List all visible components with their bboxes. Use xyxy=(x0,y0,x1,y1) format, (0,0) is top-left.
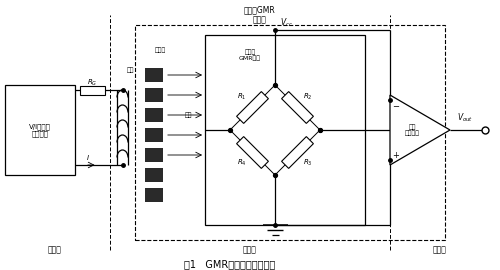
Text: 隔离级: 隔离级 xyxy=(243,245,257,255)
Bar xyxy=(145,88,162,102)
Text: $V_{out}$: $V_{out}$ xyxy=(457,111,473,124)
Text: $I$: $I$ xyxy=(86,153,89,162)
Bar xyxy=(145,148,162,162)
Text: 线圈: 线圈 xyxy=(126,67,134,73)
Text: $R_1$: $R_1$ xyxy=(237,92,246,102)
Bar xyxy=(135,25,445,240)
Bar xyxy=(205,35,365,225)
Text: 输入级: 输入级 xyxy=(48,245,62,255)
Text: $R_4$: $R_4$ xyxy=(237,158,246,168)
Text: $+$: $+$ xyxy=(392,150,400,160)
Text: $R_2$: $R_2$ xyxy=(304,92,313,102)
Polygon shape xyxy=(390,95,450,165)
Bar xyxy=(80,86,105,94)
Text: $R_3$: $R_3$ xyxy=(304,158,313,168)
Polygon shape xyxy=(282,137,314,168)
Text: 磁场: 磁场 xyxy=(185,112,192,118)
Text: $-$: $-$ xyxy=(392,100,400,110)
Text: 输出级: 输出级 xyxy=(433,245,447,255)
Text: 接收
放大电路: 接收 放大电路 xyxy=(405,124,420,136)
Text: $R_G$: $R_G$ xyxy=(88,77,98,87)
Polygon shape xyxy=(236,137,268,168)
Bar xyxy=(145,108,162,122)
Polygon shape xyxy=(236,92,268,123)
Text: $V_{cc}$: $V_{cc}$ xyxy=(280,16,293,29)
Text: 自旋阀GMR
隔离器: 自旋阀GMR 隔离器 xyxy=(244,5,276,25)
Bar xyxy=(145,168,162,182)
Text: 自旋阀
GMR电桥: 自旋阀 GMR电桥 xyxy=(239,49,261,61)
Polygon shape xyxy=(282,92,314,123)
Text: 隔离栅: 隔离栅 xyxy=(154,47,166,53)
Text: 图1   GMR隔离放大器原理图: 图1 GMR隔离放大器原理图 xyxy=(184,259,276,269)
Bar xyxy=(145,128,162,142)
Bar xyxy=(5,85,75,175)
Text: V/I放大及
转换电路: V/I放大及 转换电路 xyxy=(29,123,51,137)
Bar xyxy=(145,188,162,202)
Bar xyxy=(145,68,162,82)
